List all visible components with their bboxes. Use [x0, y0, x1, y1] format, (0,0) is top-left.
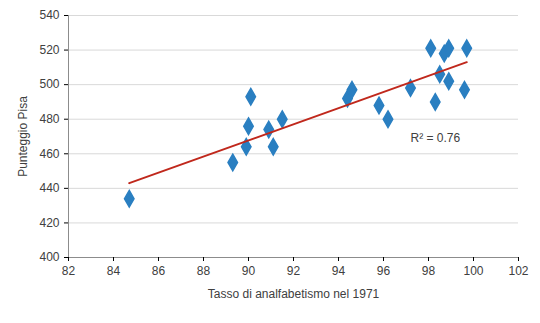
svg-text:100: 100	[463, 264, 483, 278]
svg-text:500: 500	[39, 77, 59, 91]
svg-text:90: 90	[242, 264, 256, 278]
svg-text:400: 400	[39, 250, 59, 264]
svg-text:460: 460	[39, 147, 59, 161]
svg-text:86: 86	[152, 264, 166, 278]
svg-text:420: 420	[39, 216, 59, 230]
svg-text:96: 96	[377, 264, 391, 278]
svg-text:Tasso di analfabetismo nel 197: Tasso di analfabetismo nel 1971	[208, 287, 380, 301]
svg-text:440: 440	[39, 181, 59, 195]
svg-text:540: 540	[39, 8, 59, 22]
svg-text:102: 102	[508, 264, 528, 278]
svg-text:88: 88	[197, 264, 211, 278]
svg-text:R² = 0.76: R² = 0.76	[411, 131, 461, 145]
svg-text:520: 520	[39, 43, 59, 57]
svg-text:98: 98	[422, 264, 436, 278]
svg-text:Punteggio Pisa: Punteggio Pisa	[16, 96, 30, 177]
svg-text:92: 92	[287, 264, 301, 278]
svg-text:82: 82	[62, 264, 76, 278]
svg-text:480: 480	[39, 112, 59, 126]
svg-text:84: 84	[107, 264, 121, 278]
svg-text:94: 94	[332, 264, 346, 278]
